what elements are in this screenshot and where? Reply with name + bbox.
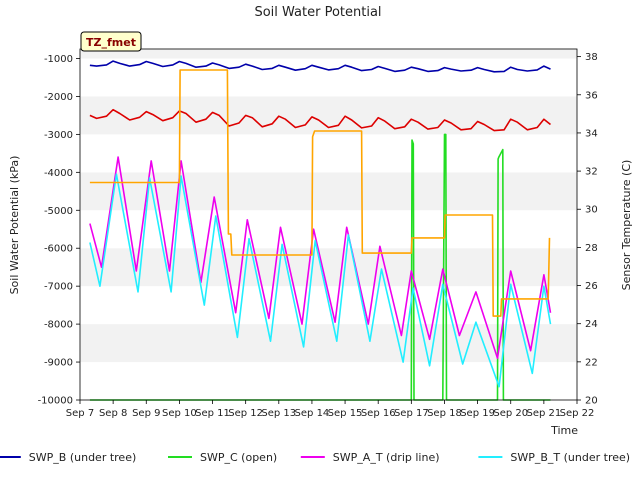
x-tick-label: Sep 8 <box>99 408 127 419</box>
series-layer <box>89 60 552 401</box>
y-tick-label: -1000 <box>44 54 73 65</box>
x-tick-label: Sep 9 <box>132 408 160 419</box>
series-line-1 <box>89 60 551 73</box>
x-tick-label: Sep 22 <box>560 408 595 419</box>
x-tick-label: Sep 17 <box>394 408 429 419</box>
legend-label-4: SWP_B_T (under tree) <box>510 451 630 464</box>
x-tick-label: Sep 13 <box>261 408 296 419</box>
y-axis-right: 20 22 24 26 28 30 32 34 36 38 <box>577 52 598 407</box>
y2-tick-label: 30 <box>585 205 598 216</box>
series-line-2 <box>89 133 551 401</box>
y2-tick-label: 34 <box>585 128 598 139</box>
x-tick-label: Sep 10 <box>162 408 197 419</box>
x-tick-label: Sep 19 <box>460 408 495 419</box>
y2-tick-label: 26 <box>585 281 598 292</box>
legend-label-3: SWP_A_T (drip line) <box>333 451 440 464</box>
x-tick-label: Sep 15 <box>328 408 363 419</box>
y2-tick-label: 28 <box>585 243 598 254</box>
y-tick-label: -8000 <box>44 320 73 331</box>
y-axis-left: -10000 -9000 -8000 -7000 -6000 -5000 -4000 -300… <box>38 54 80 407</box>
x-tick-label: Sep 14 <box>295 408 330 419</box>
y2-axis-label: Sensor Temperature (C) <box>620 160 633 291</box>
y2-tick-label: 20 <box>585 396 598 407</box>
legend: SWP_A (drip line)SWP_B (under tree)SWP_C… <box>0 451 630 464</box>
y-tick-label: -4000 <box>44 168 73 179</box>
background-band <box>80 324 577 363</box>
x-tick-label: Sep 20 <box>493 408 528 419</box>
legend-label-1: SWP_B (under tree) <box>29 451 136 464</box>
plot-frame <box>79 48 578 401</box>
y-tick-label: -5000 <box>44 206 73 217</box>
x-tick-label: Sep 11 <box>195 408 230 419</box>
y-axis-label: Soil Water Potential (kPa) <box>8 156 21 295</box>
background-band <box>80 172 577 211</box>
chart-title: Soil Water Potential <box>254 5 381 20</box>
background-band <box>80 49 577 59</box>
background-band <box>80 362 577 400</box>
station-badge: TZ_fmet <box>80 31 142 52</box>
y2-tick-label: 24 <box>585 319 598 330</box>
y2-tick-label: 36 <box>585 90 598 101</box>
y2-tick-label: 38 <box>585 52 598 63</box>
x-axis-label: Time <box>550 424 578 437</box>
station-badge-box <box>80 31 142 52</box>
y-tick-label: -10000 <box>38 396 73 407</box>
y-tick-label: -2000 <box>44 92 73 103</box>
x-tick-label: Sep 21 <box>526 408 561 419</box>
legend-label-2: SWP_C (open) <box>200 451 277 464</box>
station-badge-text: TZ_fmet <box>86 36 136 49</box>
series-line-3 <box>89 156 552 360</box>
x-tick-label: Sep 16 <box>361 408 396 419</box>
background-band <box>80 58 577 97</box>
x-tick-label: Sep 12 <box>228 408 263 419</box>
y2-tick-label: 32 <box>585 167 598 178</box>
background-band <box>80 248 577 287</box>
y2-tick-label: 22 <box>585 357 598 368</box>
y-tick-label: -6000 <box>44 244 73 255</box>
series-line-4 <box>89 173 552 388</box>
x-tick-label: Sep 18 <box>427 408 462 419</box>
series-line-0 <box>89 108 552 132</box>
series-line-5 <box>89 69 551 317</box>
y-tick-label: -7000 <box>44 282 73 293</box>
y-tick-label: -9000 <box>44 358 73 369</box>
x-tick-label: Sep 7 <box>66 408 94 419</box>
background-band <box>80 134 577 173</box>
y-tick-label: -3000 <box>44 130 73 141</box>
